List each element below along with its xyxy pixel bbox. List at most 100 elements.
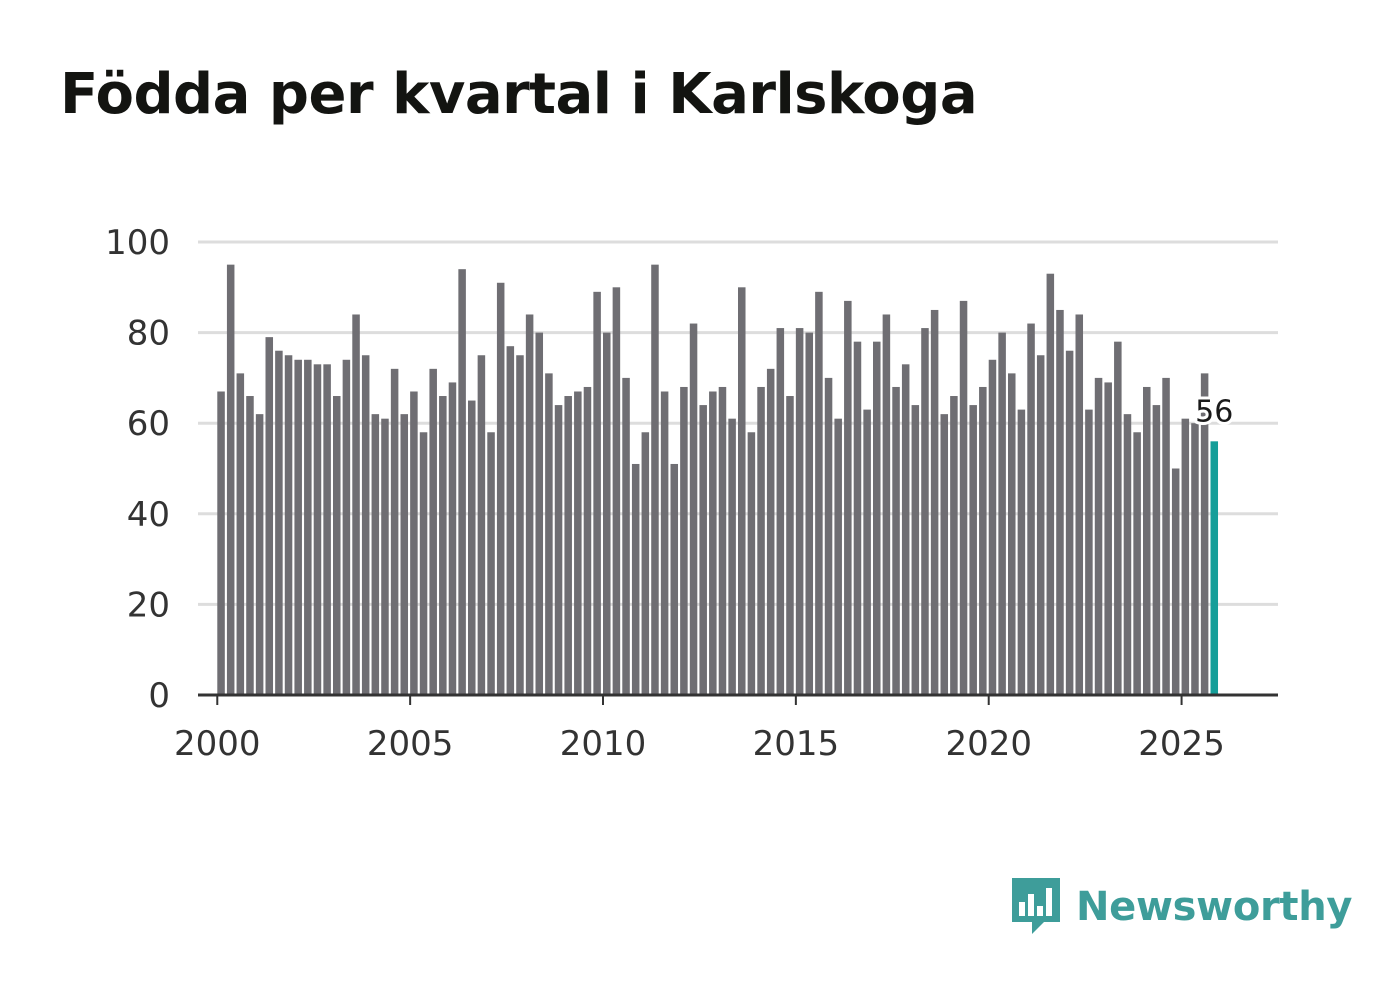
bar	[1181, 418, 1190, 695]
y-tick-label: 20	[127, 585, 170, 625]
bar	[1171, 468, 1180, 695]
bar	[554, 405, 563, 695]
bar	[1017, 409, 1026, 695]
bar	[853, 341, 862, 695]
bar	[603, 332, 611, 695]
bar	[525, 314, 534, 695]
bar	[333, 396, 341, 695]
bar	[824, 377, 833, 695]
newsworthy-logo[interactable]: Newsworthy	[1010, 876, 1353, 938]
bar	[564, 396, 572, 695]
bar	[815, 291, 823, 695]
bar	[1133, 432, 1141, 695]
bar	[265, 337, 274, 695]
bar	[689, 323, 698, 695]
bar	[1056, 309, 1064, 695]
bar	[496, 282, 505, 695]
bar	[892, 386, 900, 695]
x-tick-label: 2015	[753, 724, 840, 764]
bar	[410, 391, 418, 695]
bar	[535, 332, 544, 695]
y-tick-label: 40	[127, 495, 170, 535]
bar	[545, 373, 553, 695]
bar	[718, 386, 727, 695]
bar	[998, 332, 1006, 695]
bar	[805, 332, 814, 695]
bar	[882, 314, 891, 695]
x-axis-ticks: 2000 2005 2010 2015 2020 2025	[174, 695, 1225, 764]
bar	[921, 328, 929, 695]
bar	[959, 300, 968, 695]
bar	[236, 373, 245, 695]
bar	[361, 355, 370, 695]
value-labels: 56	[1192, 391, 1236, 432]
bar	[930, 309, 939, 695]
bar	[1046, 273, 1055, 695]
bar	[419, 432, 428, 695]
newsworthy-logo-text: Newsworthy	[1076, 884, 1353, 930]
bar	[275, 350, 283, 695]
bar	[477, 355, 486, 695]
bar	[284, 355, 293, 695]
bar	[651, 264, 659, 695]
bar	[226, 264, 235, 695]
bar	[1200, 373, 1209, 695]
bar	[757, 386, 765, 695]
bar	[776, 328, 785, 695]
bar	[1085, 409, 1093, 695]
bar	[1027, 323, 1035, 695]
y-tick-label: 100	[105, 223, 170, 263]
bar	[834, 418, 842, 695]
x-tick-label: 2005	[367, 724, 454, 764]
bar	[709, 391, 717, 695]
bar	[583, 386, 592, 695]
bar	[901, 364, 910, 695]
bar	[448, 382, 457, 695]
bar	[747, 432, 756, 695]
highlight-value-label: 56	[1195, 394, 1233, 429]
bar	[255, 414, 264, 695]
bar	[1075, 314, 1084, 695]
bar	[342, 359, 351, 695]
bar	[487, 432, 495, 695]
bar	[506, 346, 515, 695]
bar	[988, 359, 997, 695]
bar	[766, 368, 775, 695]
bar	[217, 391, 225, 695]
bar	[400, 414, 409, 695]
bar	[1065, 350, 1074, 695]
bar	[1152, 405, 1161, 695]
bar	[728, 418, 736, 695]
x-tick-label: 2010	[560, 724, 647, 764]
bar	[574, 391, 582, 695]
x-tick-label: 2000	[174, 724, 261, 764]
bar	[950, 396, 958, 695]
y-tick-label: 80	[127, 314, 170, 354]
bar	[631, 463, 640, 695]
bar	[516, 355, 524, 695]
bar	[612, 287, 621, 695]
bar	[429, 368, 437, 695]
bars	[217, 264, 1219, 695]
bar	[863, 409, 871, 695]
bar	[1162, 377, 1170, 695]
bar	[1114, 341, 1122, 695]
bar	[844, 300, 852, 695]
bar	[786, 396, 794, 695]
bar	[1094, 377, 1103, 695]
bar	[911, 405, 920, 695]
bar	[381, 418, 389, 695]
bar	[969, 405, 977, 695]
y-axis-ticks: 0 20 40 60 80 100	[105, 223, 170, 716]
bar	[439, 396, 447, 695]
bar	[660, 391, 669, 695]
x-tick-label: 2020	[945, 724, 1032, 764]
bar	[593, 291, 601, 695]
chart-title: Födda per kvartal i Karlskoga	[60, 62, 978, 127]
bar	[390, 368, 399, 695]
highlighted-bar	[1210, 441, 1219, 695]
bar	[670, 463, 679, 695]
bar	[1123, 414, 1132, 695]
bar	[1104, 382, 1112, 695]
